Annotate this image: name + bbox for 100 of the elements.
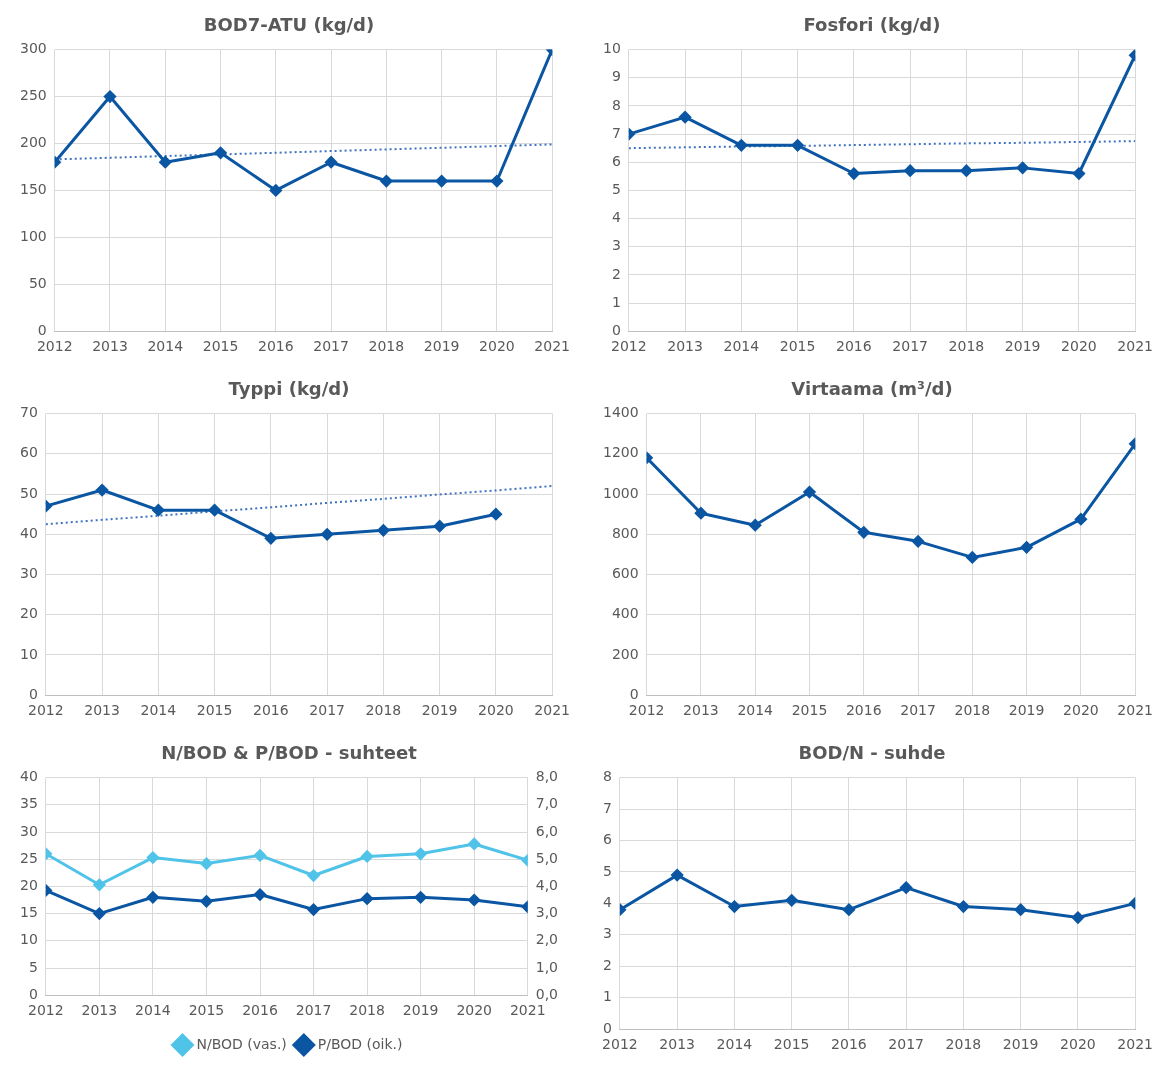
x-tick-label: 2018 bbox=[945, 1036, 982, 1053]
y-tick-label: 200 bbox=[19, 134, 47, 151]
y2-tick-label: 3,0 bbox=[535, 904, 558, 921]
point bbox=[152, 504, 165, 517]
point bbox=[728, 900, 741, 913]
point bbox=[307, 869, 320, 882]
point bbox=[93, 878, 106, 891]
x-tick-label: 2012 bbox=[610, 338, 647, 355]
y-tick-label: 800 bbox=[611, 524, 639, 541]
point bbox=[414, 847, 427, 860]
x-tick-label: 2016 bbox=[253, 702, 289, 719]
point bbox=[200, 857, 213, 870]
point bbox=[146, 851, 159, 864]
point bbox=[857, 526, 870, 539]
point bbox=[159, 156, 172, 169]
y-tick-label: 5 bbox=[28, 958, 38, 975]
y-tick-label: 70 bbox=[19, 404, 38, 421]
y-tick-label: 30 bbox=[19, 822, 38, 839]
x-tick-label: 2012 bbox=[27, 702, 64, 719]
y2-tick-label: 5,0 bbox=[535, 849, 558, 866]
y-tick-label: 3 bbox=[611, 237, 621, 254]
point bbox=[104, 90, 116, 103]
point bbox=[791, 139, 804, 152]
y-tick-label: 0 bbox=[602, 1019, 612, 1036]
x-tick-label: 2019 bbox=[402, 1002, 439, 1019]
y-tick-label: 30 bbox=[19, 565, 38, 582]
y-tick-label: 0 bbox=[629, 685, 639, 702]
x-tick-label: 2021 bbox=[1117, 1036, 1154, 1053]
y2-tick-label: 4,0 bbox=[535, 877, 558, 894]
x-tick-label: 2012 bbox=[36, 338, 73, 355]
point bbox=[735, 139, 748, 152]
point bbox=[269, 184, 282, 197]
x-tick-label: 2018 bbox=[948, 338, 985, 355]
y-tick-label: 10 bbox=[602, 40, 621, 57]
y-tick-label: 150 bbox=[19, 181, 47, 198]
point bbox=[694, 507, 707, 520]
chart-title: N/BOD & P/BOD - suhteet bbox=[161, 742, 418, 764]
point bbox=[307, 903, 320, 916]
point bbox=[957, 900, 970, 913]
y-tick-label: 7 bbox=[611, 124, 621, 141]
x-tick-label: 2015 bbox=[791, 702, 828, 719]
x-tick-label: 2018 bbox=[954, 702, 991, 719]
point bbox=[435, 175, 448, 188]
chart-title: Fosfori (kg/d) bbox=[803, 14, 941, 36]
y-tick-label: 60 bbox=[19, 444, 38, 461]
line-series bbox=[628, 140, 1136, 150]
y-tick-label: 2 bbox=[602, 956, 612, 973]
x-tick-label: 2019 bbox=[423, 338, 460, 355]
point bbox=[1020, 541, 1033, 554]
x-tick-label: 2021 bbox=[534, 338, 571, 355]
y-tick-label: 35 bbox=[19, 795, 38, 812]
point bbox=[93, 907, 106, 920]
x-tick-label: 2017 bbox=[295, 1002, 332, 1019]
point bbox=[468, 894, 481, 906]
x-tick-label: 2020 bbox=[1061, 338, 1097, 355]
x-tick-label: 2018 bbox=[368, 338, 405, 355]
x-tick-label: 2017 bbox=[888, 1036, 924, 1053]
y-tick-label: 8 bbox=[602, 768, 612, 785]
y-tick-label: 1 bbox=[602, 988, 612, 1005]
x-tick-label: 2013 bbox=[667, 338, 703, 355]
point bbox=[321, 528, 334, 541]
x-tick-label: 2012 bbox=[27, 1002, 64, 1019]
point bbox=[842, 903, 855, 916]
y-tick-label: 20 bbox=[19, 877, 38, 894]
point bbox=[380, 175, 393, 188]
x-tick-label: 2020 bbox=[1060, 1036, 1096, 1053]
x-tick-label: 2016 bbox=[242, 1002, 278, 1019]
y-tick-label: 40 bbox=[19, 524, 38, 541]
point bbox=[900, 881, 913, 894]
y-tick-label: 1 bbox=[611, 293, 621, 310]
x-tick-label: 2020 bbox=[479, 338, 515, 355]
x-tick-label: 2014 bbox=[140, 702, 177, 719]
point bbox=[749, 519, 762, 532]
point bbox=[1074, 513, 1087, 526]
y-tick-label: 0 bbox=[611, 321, 621, 338]
point bbox=[847, 167, 860, 180]
point bbox=[912, 535, 925, 548]
x-tick-label: 2012 bbox=[602, 1036, 638, 1053]
x-tick-label: 2014 bbox=[716, 1036, 753, 1053]
y-tick-label: 2 bbox=[611, 265, 621, 282]
line-series bbox=[45, 485, 553, 526]
point bbox=[785, 894, 798, 907]
x-tick-label: 2013 bbox=[81, 1002, 118, 1019]
y-tick-label: 250 bbox=[19, 87, 47, 104]
x-tick-label: 2019 bbox=[1008, 702, 1045, 719]
point bbox=[361, 850, 374, 863]
x-tick-label: 2021 bbox=[1117, 338, 1154, 355]
point bbox=[414, 891, 427, 904]
y-tick-label: 5 bbox=[611, 181, 621, 198]
x-tick-label: 2015 bbox=[188, 1002, 225, 1019]
point bbox=[904, 164, 917, 177]
point bbox=[214, 146, 227, 159]
y-tick-label: 10 bbox=[19, 645, 38, 662]
x-tick-label: 2020 bbox=[1063, 702, 1099, 719]
x-tick-label: 2015 bbox=[202, 338, 239, 355]
y2-tick-label: 6,0 bbox=[535, 822, 558, 839]
chart-title: BOD/N - suhde bbox=[798, 742, 946, 764]
x-tick-label: 2019 bbox=[1004, 338, 1041, 355]
point bbox=[264, 532, 277, 545]
y-tick-label: 1200 bbox=[602, 444, 639, 461]
